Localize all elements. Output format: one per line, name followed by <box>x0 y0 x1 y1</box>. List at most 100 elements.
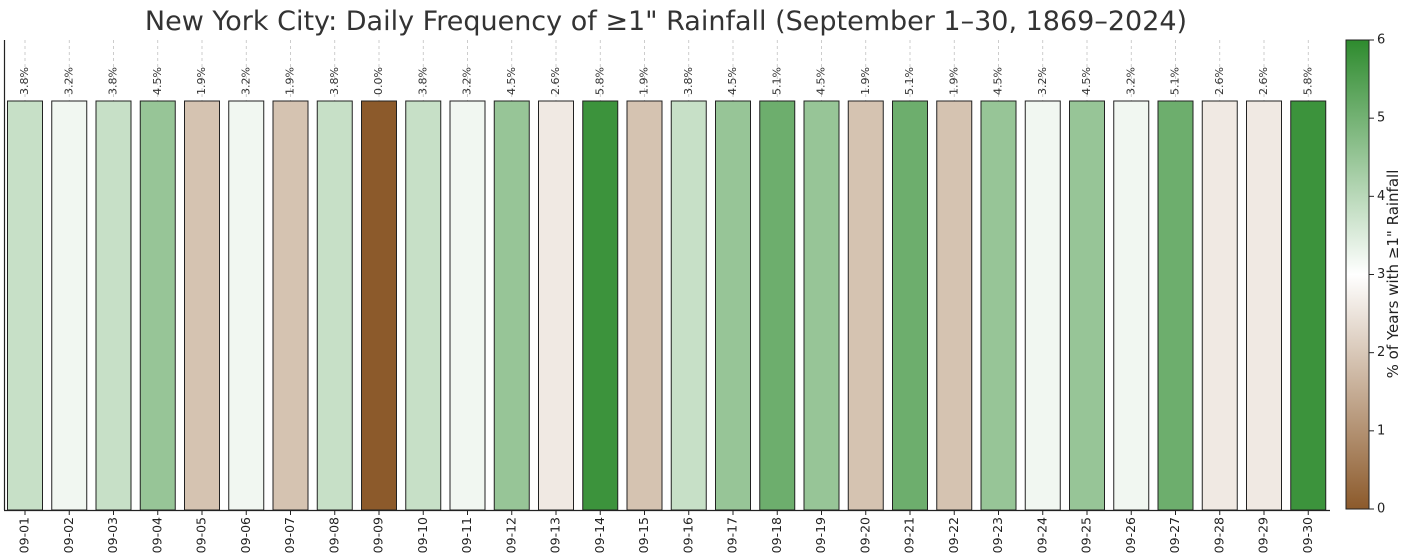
colorbar-tick-label: 4 <box>1377 189 1385 204</box>
colorbar-tick-label: 3 <box>1377 267 1385 282</box>
data-label-09-12: 4.5% <box>505 67 518 95</box>
bar-09-16 <box>670 100 707 511</box>
data-label-09-07: 1.9% <box>284 67 297 95</box>
bar-09-23 <box>980 100 1017 511</box>
x-tick-label-09-02: 09-02 <box>61 517 76 553</box>
colorbar-ticks: 0 1 2 3 4 5 6 <box>1369 33 1385 517</box>
bar-09-15 <box>626 100 663 511</box>
bar-09-08 <box>316 100 353 511</box>
x-tick-label-09-12: 09-12 <box>503 517 518 553</box>
data-label-09-24: 3.2% <box>1036 67 1049 95</box>
bar-09-21 <box>892 100 928 511</box>
data-label-09-13: 2.6% <box>549 67 562 95</box>
data-label-09-27: 5.1% <box>1169 67 1182 95</box>
data-label-09-08: 3.8% <box>328 67 341 95</box>
colorbar: 0 1 2 3 4 5 6 % of Years with ≥1" Rainfall <box>1345 33 1402 517</box>
bar-09-13 <box>538 100 574 511</box>
data-label-09-22: 1.9% <box>947 67 960 95</box>
x-tick-label-09-15: 09-15 <box>636 517 651 553</box>
bar-09-26 <box>1113 100 1150 511</box>
data-label-09-11: 3.2% <box>461 67 474 95</box>
bar-09-25 <box>1069 100 1105 511</box>
data-label-09-02: 3.2% <box>62 67 75 95</box>
x-tick-label-09-22: 09-22 <box>946 517 961 553</box>
bar-09-30 <box>1290 100 1327 511</box>
x-tick-label-09-07: 09-07 <box>282 517 297 553</box>
bar-09-11 <box>449 100 486 511</box>
bar-09-18 <box>759 100 796 511</box>
x-tick-label-09-18: 09-18 <box>769 517 784 553</box>
colorbar-tick-label: 5 <box>1377 111 1385 126</box>
x-tick-label-09-05: 09-05 <box>194 517 209 553</box>
x-tick-label-09-30: 09-30 <box>1300 517 1315 553</box>
data-label-09-23: 4.5% <box>992 67 1005 95</box>
data-label-09-06: 3.2% <box>239 67 252 95</box>
colorbar-tick-label: 2 <box>1377 345 1385 360</box>
data-label-09-19: 4.5% <box>815 67 828 95</box>
bars <box>7 100 1327 511</box>
bar-09-20 <box>847 100 884 511</box>
x-tick-label-09-04: 09-04 <box>149 517 164 553</box>
x-tick-label-09-17: 09-17 <box>725 517 740 553</box>
data-label-09-05: 1.9% <box>195 67 208 95</box>
bar-09-17 <box>715 100 751 511</box>
x-tick-label-09-23: 09-23 <box>990 517 1005 553</box>
bar-09-01 <box>7 100 43 511</box>
data-labels: 3.8% 3.2% 3.8% 4.5% 1.9% 3.2% 1.9% 3.8% 0.0% 3.8%… <box>18 67 1314 95</box>
colorbar-tick-label: 0 <box>1377 502 1385 517</box>
x-axis-ticks: 09-01 09-02 09-03 09-04 09-05 09-06 09-07 09-08… <box>17 510 1315 553</box>
bar-09-12 <box>493 100 530 511</box>
data-label-09-30: 5.8% <box>1301 67 1314 95</box>
x-tick-label-09-16: 09-16 <box>680 517 695 553</box>
x-tick-label-09-09: 09-09 <box>371 517 386 553</box>
bar-09-19 <box>803 100 840 511</box>
x-tick-label-09-13: 09-13 <box>548 517 563 553</box>
data-label-09-09: 0.0% <box>372 67 385 95</box>
x-tick-label-09-10: 09-10 <box>415 517 430 553</box>
x-tick-label-09-08: 09-08 <box>326 517 341 553</box>
data-label-09-17: 4.5% <box>726 67 739 95</box>
colorbar-label: % of Years with ≥1" Rainfall <box>1384 170 1402 379</box>
bar-09-29 <box>1246 100 1282 511</box>
x-tick-label-09-21: 09-21 <box>902 517 917 553</box>
data-label-09-29: 2.6% <box>1257 67 1270 95</box>
bar-09-05 <box>184 100 220 511</box>
colorbar-tick-label: 1 <box>1377 423 1385 438</box>
colorbar-gradient <box>1345 39 1370 510</box>
x-tick-label-09-20: 09-20 <box>857 517 872 553</box>
colorbar-tick-label: 6 <box>1377 33 1385 48</box>
x-tick-label-09-01: 09-01 <box>17 517 32 553</box>
x-tick-label-09-03: 09-03 <box>105 517 120 553</box>
data-label-09-16: 3.8% <box>682 67 695 95</box>
chart-title: New York City: Daily Frequency of ≥1" Ra… <box>145 6 1187 37</box>
data-label-09-04: 4.5% <box>151 67 164 95</box>
bar-09-07 <box>272 100 309 511</box>
data-label-09-15: 1.9% <box>638 67 651 95</box>
x-tick-label-09-25: 09-25 <box>1079 517 1094 553</box>
bar-09-02 <box>51 100 88 511</box>
x-tick-label-09-14: 09-14 <box>592 517 607 553</box>
data-label-09-28: 2.6% <box>1213 67 1226 95</box>
x-tick-label-09-24: 09-24 <box>1034 517 1049 553</box>
bar-09-28 <box>1201 100 1238 511</box>
data-label-09-26: 3.2% <box>1124 67 1137 95</box>
x-tick-label-09-29: 09-29 <box>1256 517 1271 553</box>
bar-09-14 <box>582 100 619 511</box>
data-label-09-21: 5.1% <box>903 67 916 95</box>
data-label-09-18: 5.1% <box>770 67 783 95</box>
bar-09-10 <box>405 100 442 511</box>
x-tick-label-09-19: 09-19 <box>813 517 828 553</box>
data-label-09-20: 1.9% <box>859 67 872 95</box>
bar-09-24 <box>1024 100 1061 511</box>
data-label-09-01: 3.8% <box>18 67 31 95</box>
data-label-09-10: 3.8% <box>416 67 429 95</box>
data-label-09-03: 3.8% <box>107 67 120 95</box>
data-label-09-25: 4.5% <box>1080 67 1093 95</box>
bar-09-06 <box>228 100 265 511</box>
x-tick-label-09-27: 09-27 <box>1167 517 1182 553</box>
bar-09-22 <box>936 100 973 511</box>
data-label-09-14: 5.8% <box>593 67 606 95</box>
x-tick-label-09-26: 09-26 <box>1123 517 1138 553</box>
bar-09-03 <box>95 100 132 511</box>
